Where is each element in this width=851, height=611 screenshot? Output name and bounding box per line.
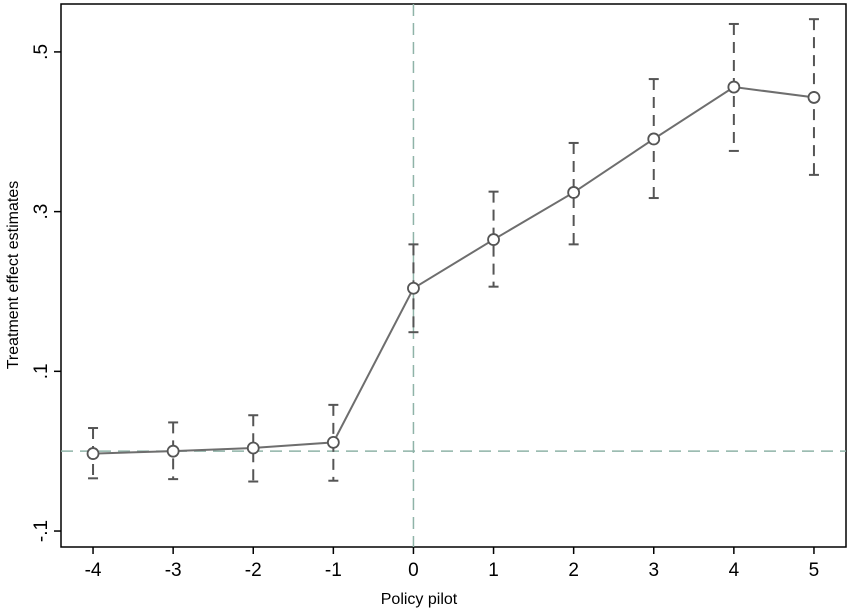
x-tick-label: 0 — [408, 560, 419, 581]
plot-frame — [60, 3, 847, 548]
series-line-group — [93, 86, 815, 455]
data-points — [86, 80, 821, 460]
x-tick-label: 4 — [729, 560, 740, 581]
x-tick-label: 5 — [809, 560, 820, 581]
series-line — [93, 86, 815, 455]
x-tick-label: -2 — [245, 560, 262, 581]
y-tick-label: .5 — [31, 44, 52, 60]
x-tick-label: -1 — [325, 560, 342, 581]
x-axis: -4 -3 -2 -1 0 1 2 3 4 5 — [85, 547, 820, 581]
confidence-intervals — [88, 18, 819, 483]
data-point — [807, 91, 821, 104]
y-tick-label: -.1 — [31, 520, 52, 542]
x-axis-title: Policy pilot — [381, 591, 458, 608]
data-point — [326, 435, 340, 449]
y-tick-label: .3 — [31, 204, 52, 220]
reference-lines — [61, 4, 846, 547]
data-point — [407, 281, 420, 295]
x-tick-label: -4 — [85, 560, 102, 581]
x-tick-label: 1 — [488, 560, 499, 581]
data-point — [567, 186, 581, 199]
y-tick-label: .1 — [31, 363, 52, 379]
data-point — [246, 441, 260, 455]
data-point — [647, 132, 661, 146]
data-point — [166, 444, 180, 458]
data-point — [487, 233, 500, 246]
y-axis-title: Treatment effect estimates — [5, 181, 22, 370]
x-tick-label: 2 — [568, 560, 579, 581]
x-tick-label: 3 — [648, 560, 659, 581]
data-point — [86, 447, 100, 460]
x-tick-label: -3 — [165, 560, 182, 581]
y-axis: -.1 .1 .3 .5 — [31, 44, 61, 542]
data-point — [727, 80, 741, 94]
